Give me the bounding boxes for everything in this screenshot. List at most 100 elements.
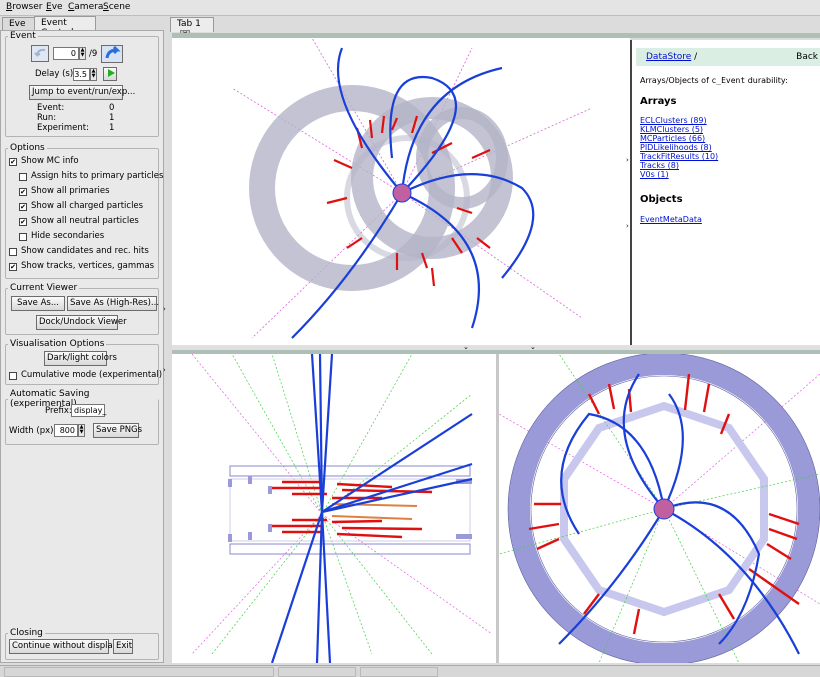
splitter-arrow-down-1[interactable]: ⌄ [463, 343, 469, 351]
show-mc-info-label: Show MC info [21, 156, 79, 166]
objects-heading: Objects [640, 194, 683, 205]
event-index-input[interactable]: 0 [53, 47, 79, 60]
viewer-rphi[interactable] [499, 354, 820, 663]
array-link[interactable]: KLMClusters (5) [640, 125, 704, 134]
clusters-rhoz [272, 480, 433, 539]
show-neutral-label: Show all neutral particles [31, 216, 139, 226]
prefix-label: Prefix: [45, 406, 72, 416]
tab-1[interactable]: Tab 1 ✕ [170, 17, 214, 39]
event-value: 0 [109, 103, 115, 113]
tab-1-label: Tab 1 [177, 19, 201, 29]
prefix-input[interactable]: display_ [71, 404, 106, 417]
status-cell-1 [4, 667, 274, 677]
pane-splitter-arrow-2[interactable]: › [626, 222, 629, 230]
array-link[interactable]: TrackFitResults (10) [640, 152, 719, 161]
ecl-outer-edge [507, 354, 820, 663]
cumulative-mode-checkbox[interactable] [9, 372, 17, 380]
save-as-button[interactable]: Save As... [11, 296, 65, 311]
event-display-3d [231, 38, 593, 339]
intro-text: Arrays/Objects of c_Event durability: [640, 76, 788, 85]
viewer-3d[interactable] [172, 38, 630, 345]
show-charged-checkbox[interactable]: ✔ [19, 203, 27, 211]
menu-bar: Browser Eve Camera Scene [0, 0, 820, 16]
viewer-rhoz[interactable] [172, 354, 496, 663]
menu-scene[interactable]: Scene [103, 2, 131, 12]
continue-without-display-button[interactable]: Continue without display [9, 639, 118, 654]
event-label: Event: [37, 103, 65, 113]
width-input[interactable]: 800 [54, 424, 78, 437]
hide-secondaries-label: Hide secondaries [31, 231, 105, 241]
arrays-heading: Arrays [640, 96, 677, 107]
play-icon [108, 69, 115, 77]
visualisation-group: Visualisation Options [5, 339, 159, 385]
neutral-lines-rhoz [211, 354, 473, 655]
object-link[interactable]: EventMetaData [640, 215, 702, 224]
width-spinner[interactable]: ▲ ▼ [78, 424, 85, 437]
current-viewer-title: Current Viewer [10, 283, 78, 293]
save-as-high-res-button[interactable]: Save As (High-Res)... [67, 296, 159, 311]
clusters-rphi [528, 373, 800, 635]
delay-input[interactable]: 3.5 [73, 68, 90, 81]
datastore-panel: DataStore / Back Arrays/Objects of c_Eve… [630, 40, 820, 345]
back-arrow-icon [34, 48, 46, 58]
jump-to-event-button[interactable]: Jump to event/run/exp... [29, 85, 135, 100]
closing-title: Closing [10, 628, 43, 638]
status-bar [0, 665, 820, 677]
hide-secondaries-checkbox[interactable] [19, 233, 27, 241]
show-all-primaries-checkbox[interactable]: ✔ [19, 188, 27, 196]
autosave-group: Automatic Saving (experimental) [5, 389, 159, 445]
options-group: Options [5, 143, 159, 279]
tracks-rphi [558, 373, 800, 655]
datastore-link[interactable]: DataStore [646, 52, 692, 62]
dark-light-button[interactable]: Dark/light colors [44, 351, 117, 366]
show-candidates-checkbox[interactable] [9, 248, 17, 256]
delay-spinner[interactable]: ▲ ▼ [90, 68, 97, 81]
next-event-button[interactable] [101, 45, 123, 63]
assign-hits-label: Assign hits to primary particles [31, 171, 164, 181]
splitter-arrow-2[interactable]: › [163, 366, 166, 374]
play-button[interactable] [103, 67, 117, 81]
array-link[interactable]: PIDLikelihoods (8) [640, 143, 712, 152]
event-index-spinner[interactable]: ▲ ▼ [79, 47, 86, 60]
datastore-header: DataStore / Back [636, 48, 820, 66]
objects-list: EventMetaData [640, 215, 702, 224]
show-neutral-checkbox[interactable]: ✔ [19, 218, 27, 226]
horizontal-splitter[interactable] [172, 345, 820, 350]
previous-event-button[interactable] [31, 45, 49, 62]
cumulative-mode-label: Cumulative mode (experimental) [21, 370, 163, 380]
top-view-border [172, 33, 820, 38]
show-tracks-checkbox[interactable]: ✔ [9, 263, 17, 271]
exit-button[interactable]: Exit [113, 639, 133, 654]
event-group: Event [5, 31, 159, 137]
array-link[interactable]: ECLClusters (89) [640, 116, 707, 125]
array-link[interactable]: Tracks (8) [640, 161, 679, 170]
autosave-title: Automatic Saving (experimental) [10, 389, 90, 409]
closing-group: Closing [5, 628, 159, 660]
splitter-arrow-down-2[interactable]: ⌄ [530, 343, 536, 351]
menu-eve[interactable]: Eve [46, 2, 63, 12]
ecl-ring [508, 354, 820, 663]
show-charged-label: Show all charged particles [31, 201, 144, 211]
event-count: /9 [89, 49, 98, 59]
delay-label: Delay (s): [35, 69, 77, 79]
neutral-lines-rphi [499, 354, 820, 663]
pane-splitter-arrow-1[interactable]: › [626, 156, 629, 164]
interaction-point-rphi [653, 498, 675, 520]
menu-camera[interactable]: Camera [68, 2, 104, 12]
array-link[interactable]: V0s (1) [640, 170, 669, 179]
splitter-arrow-1[interactable]: › [163, 305, 166, 313]
interaction-point-3d [392, 183, 412, 203]
show-mc-info-checkbox[interactable]: ✔ [9, 158, 17, 166]
assign-hits-checkbox[interactable] [19, 173, 27, 181]
array-link[interactable]: MCParticles (66) [640, 134, 706, 143]
experiment-value: 1 [109, 123, 115, 133]
menu-browser[interactable]: Browser [6, 2, 43, 12]
tracks-rhoz [270, 354, 473, 663]
datastore-slash: / [694, 52, 698, 62]
save-pngs-button[interactable]: Save PNGs [93, 423, 142, 438]
back-link[interactable]: Back [796, 52, 818, 62]
dock-undock-button[interactable]: Dock/Undock Viewer [36, 315, 127, 330]
vertical-splitter[interactable] [496, 354, 499, 663]
visualisation-title: Visualisation Options [10, 339, 105, 349]
mc-lines-rhoz [191, 354, 493, 655]
